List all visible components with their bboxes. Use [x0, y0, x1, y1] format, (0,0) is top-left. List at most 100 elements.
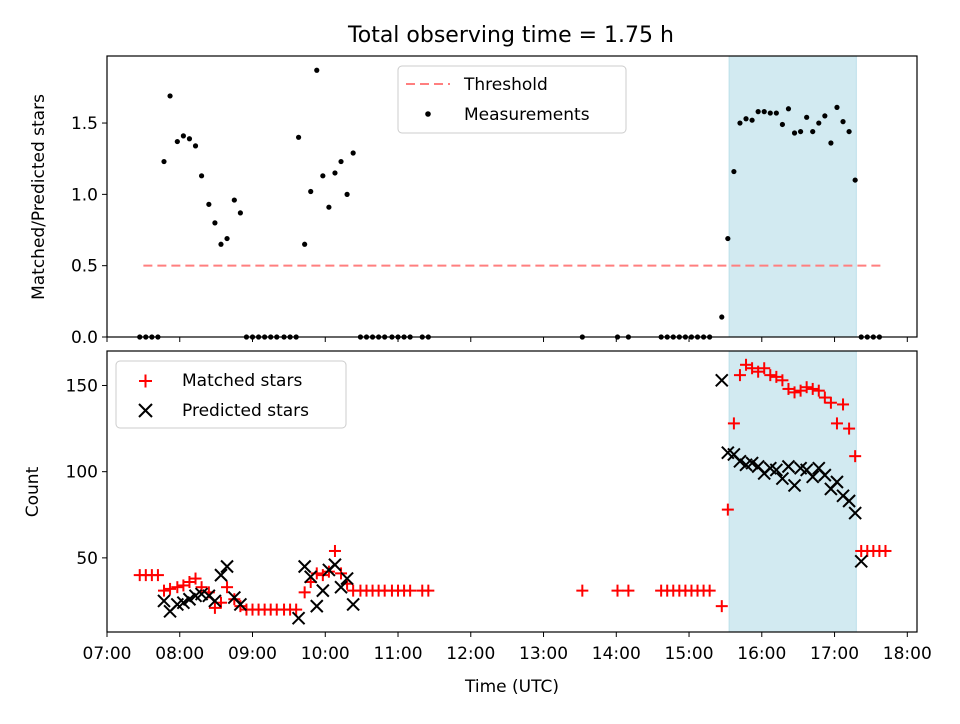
predicted-star-point — [787, 478, 802, 493]
matched-star-point — [404, 584, 417, 597]
predicted-star-point — [715, 373, 729, 388]
top-shaded-span — [728, 55, 857, 338]
predicted-star-point — [208, 594, 222, 608]
measurement-point — [731, 168, 737, 175]
predicted-star-point — [842, 494, 856, 508]
x-tick-label: 16:00 — [737, 644, 786, 664]
measurement-point — [834, 104, 840, 110]
predicted-star-point — [220, 559, 234, 574]
measurement-point — [822, 113, 828, 119]
matched-star-point — [843, 422, 856, 435]
measurement-point — [773, 110, 779, 116]
x-tick-label: 17:00 — [810, 644, 859, 664]
predicted-star-point — [775, 471, 790, 486]
measurement-point — [743, 116, 749, 122]
measurement-point — [767, 110, 773, 116]
predicted-star-point — [297, 559, 312, 574]
legend-matched-label: Matched stars — [182, 371, 302, 391]
predicted-star-point — [818, 468, 832, 482]
bottom-x-ticks: 07:00 08:00 09:00 10:00 11:00 12:00 13:00 14:00… — [83, 632, 932, 664]
measurement-point — [206, 201, 212, 207]
matched-star-point — [151, 569, 164, 582]
predicted-star-point — [733, 454, 747, 469]
measurement-point — [302, 241, 308, 247]
x-tick-label: 09:00 — [228, 644, 277, 664]
matched-star-point — [818, 391, 831, 404]
predicted-star-point — [745, 456, 759, 470]
predicted-stars-points — [157, 373, 868, 625]
predicted-star-point — [328, 558, 342, 572]
measurement-point — [725, 235, 731, 242]
matched-star-point — [422, 584, 435, 597]
matched-star-point — [164, 582, 177, 595]
predicted-star-point — [340, 571, 354, 586]
matched-star-point — [752, 365, 765, 378]
y-tick-label: 0.0 — [71, 328, 98, 348]
measurement-point — [749, 117, 755, 123]
predicted-star-point — [176, 595, 191, 610]
measurement-point — [218, 241, 224, 247]
measurement-point — [295, 134, 302, 140]
measurement-point — [840, 119, 846, 125]
matched-star-point — [758, 362, 771, 375]
predicted-star-point — [182, 592, 197, 606]
top-y-axis-label: Matched/Predicted stars — [29, 94, 49, 300]
legend-measurements-label: Measurements — [464, 105, 590, 125]
measurement-point — [308, 188, 314, 195]
matched-star-point — [576, 584, 589, 597]
matched-star-point — [849, 450, 862, 463]
x-tick-label: 13:00 — [519, 644, 568, 664]
measurement-point — [761, 109, 767, 115]
legend-predicted-label: Predicted stars — [182, 401, 309, 421]
matched-star-point — [195, 581, 208, 594]
predicted-star-point — [157, 594, 171, 608]
measurement-point — [344, 191, 350, 197]
top-plot-frame — [106, 55, 918, 338]
matched-star-point — [794, 384, 807, 397]
measurement-point — [804, 114, 810, 120]
predicted-star-point — [291, 611, 306, 625]
matched-star-point — [234, 600, 247, 613]
x-tick-label: 08:00 — [155, 644, 204, 664]
matched-star-point — [740, 358, 753, 371]
measurement-point — [338, 158, 344, 165]
measurement-point — [332, 170, 338, 176]
measurement-point — [779, 121, 786, 128]
matched-star-point — [770, 370, 783, 383]
measurement-point — [852, 177, 858, 183]
top-x-ticks — [106, 337, 908, 342]
matched-star-point — [733, 369, 746, 382]
predicted-star-point — [854, 554, 868, 569]
matched-star-point — [622, 584, 635, 597]
measurement-point — [737, 120, 743, 126]
bottom-shaded-span — [728, 350, 857, 633]
measurement-point — [231, 197, 237, 203]
y-tick-label: 0.5 — [71, 257, 98, 277]
measurement-point — [180, 133, 186, 139]
x-tick-label: 14:00 — [592, 644, 641, 664]
matched-star-point — [879, 544, 892, 557]
y-tick-label: 1.5 — [71, 114, 98, 134]
matched-star-point — [727, 417, 740, 430]
measurement-point — [224, 235, 230, 242]
bottom-x-axis-label: Time (UTC) — [464, 677, 559, 697]
predicted-star-point — [214, 568, 228, 582]
predicted-star-point — [346, 597, 360, 612]
measurement-point — [198, 173, 205, 179]
measurement-point — [237, 210, 243, 216]
x-tick-label: 11:00 — [374, 644, 423, 664]
y-tick-label: 100 — [66, 463, 98, 483]
matched-star-point — [328, 544, 341, 557]
predicted-star-point — [233, 597, 248, 612]
matched-star-point — [177, 579, 190, 592]
predicted-star-point — [334, 580, 348, 594]
legend-threshold-label: Threshold — [463, 75, 548, 95]
measurement-point — [785, 106, 792, 112]
predicted-star-point — [830, 475, 844, 489]
measurement-point — [816, 120, 822, 126]
predicted-star-point — [304, 570, 318, 584]
bottom-plot-frame — [106, 350, 918, 633]
measurement-point — [320, 173, 326, 179]
measurement-point — [192, 143, 199, 149]
